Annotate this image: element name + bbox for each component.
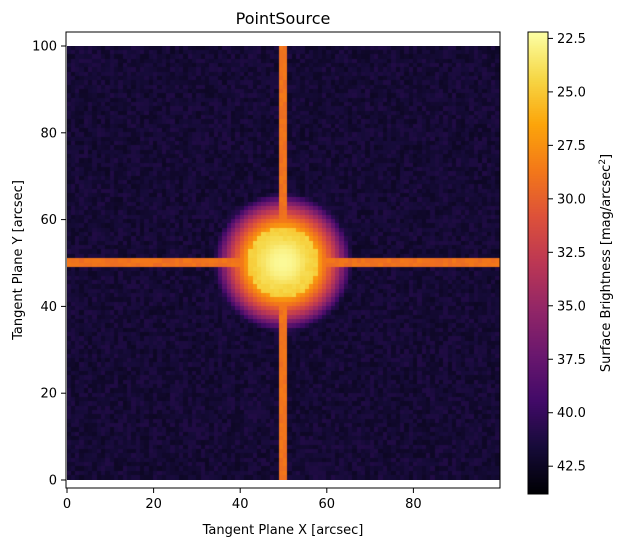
x-axis-label: Tangent Plane X [arcsec]	[202, 523, 364, 538]
colorbar-tick-label: 37.5	[557, 353, 586, 368]
colorbar-tick-label: 42.5	[557, 460, 586, 475]
colorbar-tick-label: 25.0	[557, 85, 586, 100]
y-tick-label: 100	[32, 40, 57, 55]
colorbar-frame	[527, 31, 549, 495]
plot-area	[65, 31, 501, 489]
x-tick-label: 80	[405, 497, 422, 512]
y-tick-label: 80	[40, 126, 57, 141]
colorbar-tick-label: 30.0	[557, 192, 586, 207]
x-tick-label: 20	[145, 497, 162, 512]
colorbar-tick-label: 40.0	[557, 406, 586, 421]
y-tick-label: 40	[40, 300, 57, 315]
chart-title: PointSource	[236, 9, 331, 28]
colorbar-tick-label: 22.5	[557, 32, 586, 47]
heatmap-image	[67, 46, 500, 480]
colorbar-tick-label: 35.0	[557, 299, 586, 314]
colorbar-ticks: 22.5 25.0 27.5 30.0 32.5 35.0 37.5 40.0 42.5	[548, 32, 586, 475]
x-axis: 0 20 40 60 80	[63, 488, 422, 512]
y-axis-label: Tangent Plane Y [arcsec]	[11, 180, 26, 341]
colorbar-tick-label: 27.5	[557, 139, 586, 154]
y-axis: 0 20 40 60 80 100	[32, 40, 66, 489]
y-tick-label: 20	[40, 387, 57, 402]
x-tick-label: 0	[63, 497, 71, 512]
colorbar-gradient	[528, 32, 548, 494]
colorbar: 22.5 25.0 27.5 30.0 32.5 35.0 37.5 40.0 42.5 Sur…	[527, 31, 614, 495]
colorbar-tick-label: 32.5	[557, 246, 586, 261]
colorbar-label: Surface Brightness [mag/arcsec2]	[598, 154, 614, 372]
x-tick-label: 60	[319, 497, 336, 512]
axes-frame	[65, 31, 501, 489]
x-tick-label: 40	[232, 497, 249, 512]
y-tick-label: 0	[49, 474, 57, 489]
y-tick-label: 60	[40, 213, 57, 228]
